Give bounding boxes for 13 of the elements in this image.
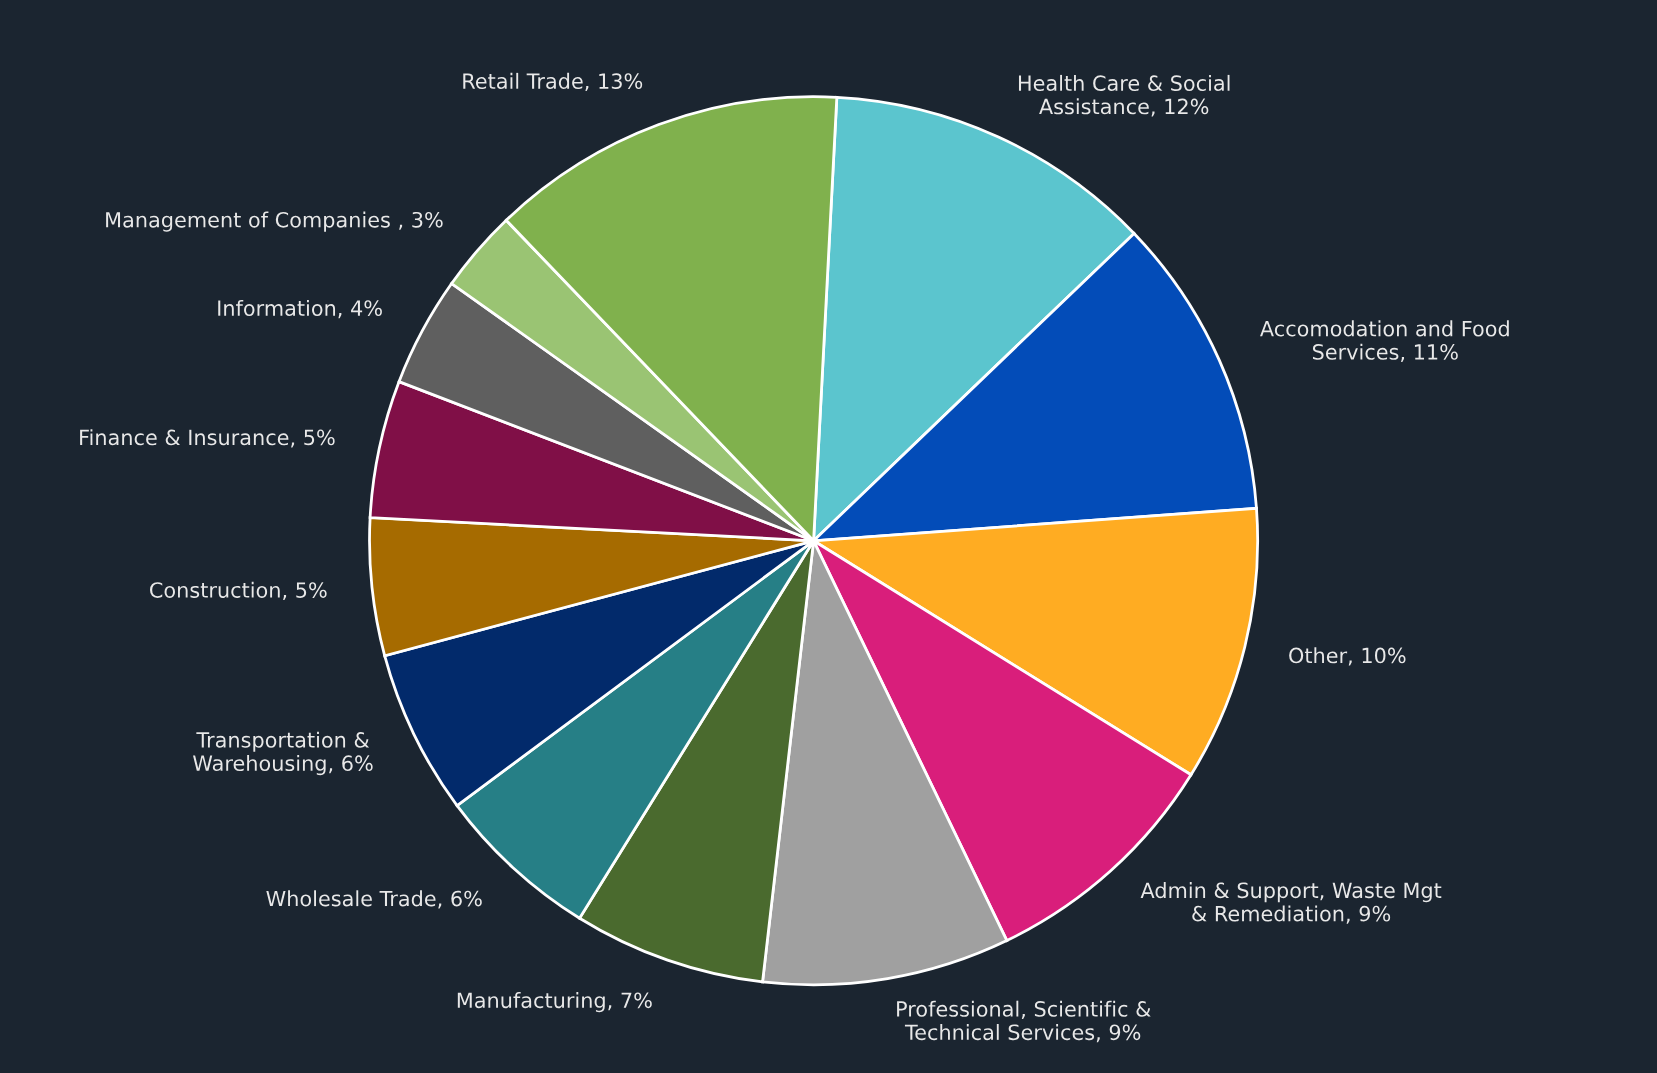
slice-label: Health Care & Social Assistance, 12% <box>1018 74 1230 117</box>
slice-label: Finance & Insurance, 5% <box>80 429 335 448</box>
slice-label: Professional, Scientific & Technical Services, 9% <box>897 1000 1151 1043</box>
slice-label: Admin & Support, Waste Mgt & Remediation, 9% <box>1140 882 1442 924</box>
slice-label: Accomodation and Food Services, 11% <box>1260 320 1509 362</box>
slice-label: Other, 10% <box>1289 647 1406 666</box>
slice-label: Management of Companies , 3% <box>106 211 443 232</box>
slice-label: Construction, 5% <box>150 581 327 601</box>
slice-label: Manufacturing, 7% <box>457 992 652 1013</box>
slice-label: Transportation & Warehousing, 6% <box>193 731 373 776</box>
slice-label: Information, 4% <box>218 299 382 319</box>
slice-label: Retail Trade, 13% <box>463 72 643 92</box>
slice-label: Wholesale Trade, 6% <box>266 890 482 909</box>
